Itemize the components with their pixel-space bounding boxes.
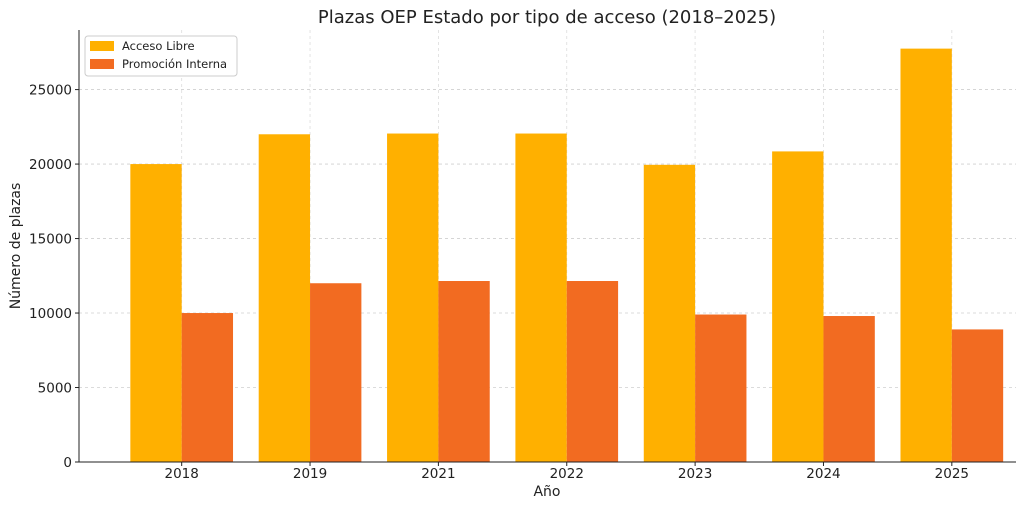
bar-acceso-libre-2021 xyxy=(387,133,439,462)
legend-frame xyxy=(84,35,238,77)
bar-promocion-interna-2021 xyxy=(438,281,490,462)
bar-acceso-libre-2019 xyxy=(258,134,311,462)
x-axis-label: Año xyxy=(533,484,560,500)
bar-promocion-interna-2024 xyxy=(823,316,875,462)
x-tick-label: 2025 xyxy=(935,466,969,482)
legend-swatch-acceso-libre xyxy=(90,41,114,51)
legend: Acceso Libre Promoción Interna xyxy=(84,35,238,77)
bar-promocion-interna-2023 xyxy=(695,314,747,462)
bar-promocion-interna-2019 xyxy=(310,283,362,462)
y-tick-label: 15000 xyxy=(29,232,72,248)
bar-promocion-interna-2022 xyxy=(566,281,619,462)
legend-label-promocion-interna: Promoción Interna xyxy=(122,57,227,71)
legend-swatch-promocion-interna xyxy=(90,59,114,69)
bar-acceso-libre-2025 xyxy=(900,48,952,462)
bar-acceso-libre-2018 xyxy=(130,164,182,462)
bar-acceso-libre-2022 xyxy=(515,133,567,462)
bar-promocion-interna-2018 xyxy=(181,313,234,462)
chart-title: Plazas OEP Estado por tipo de acceso (20… xyxy=(318,7,776,28)
y-axis-ticks: 0 5000 10000 15000 20000 25000 xyxy=(29,83,79,471)
x-axis-ticks: 2018 2019 2021 2022 2023 2024 2025 xyxy=(165,462,969,482)
x-tick-label: 2019 xyxy=(293,466,327,482)
y-tick-label: 20000 xyxy=(29,157,72,173)
x-tick-label: 2018 xyxy=(165,466,199,482)
x-tick-label: 2022 xyxy=(550,466,584,482)
bars xyxy=(130,48,1004,463)
bar-acceso-libre-2024 xyxy=(772,151,824,462)
y-tick-label: 5000 xyxy=(38,381,72,397)
bar-promocion-interna-2025 xyxy=(951,329,1004,462)
x-tick-label: 2023 xyxy=(678,466,712,482)
bar-acceso-libre-2023 xyxy=(643,164,696,463)
y-tick-label: 10000 xyxy=(29,306,72,322)
x-tick-label: 2024 xyxy=(806,466,840,482)
x-tick-label: 2021 xyxy=(421,466,455,482)
legend-label-acceso-libre: Acceso Libre xyxy=(122,39,195,53)
y-axis-label: Número de plazas xyxy=(8,183,24,310)
y-tick-label: 25000 xyxy=(29,83,72,99)
y-tick-label: 0 xyxy=(63,455,72,471)
